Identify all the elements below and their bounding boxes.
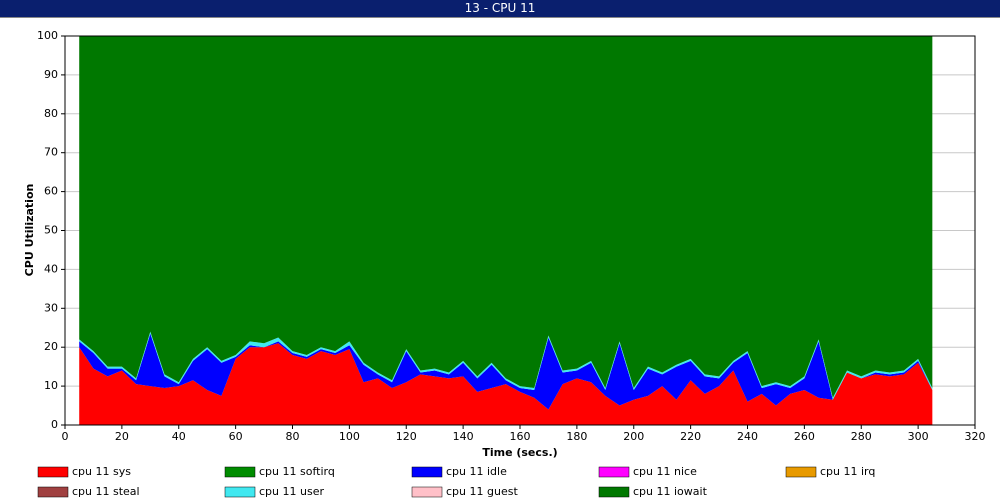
y-tick-label: 40 bbox=[44, 262, 58, 275]
x-tick-label: 140 bbox=[453, 430, 474, 443]
legend-label: cpu 11 irq bbox=[820, 465, 875, 478]
title-bar: 13 - CPU 11 bbox=[0, 0, 1000, 18]
x-tick-label: 260 bbox=[794, 430, 815, 443]
x-tick-label: 100 bbox=[339, 430, 360, 443]
y-tick-label: 100 bbox=[37, 29, 58, 42]
y-tick-label: 60 bbox=[44, 185, 58, 198]
legend-label: cpu 11 sys bbox=[72, 465, 131, 478]
legend-label: cpu 11 idle bbox=[446, 465, 507, 478]
y-tick-label: 30 bbox=[44, 301, 58, 314]
legend-swatch bbox=[598, 466, 630, 478]
legend-swatch bbox=[598, 486, 630, 498]
legend-label: cpu 11 iowait bbox=[633, 485, 708, 498]
legend-swatch bbox=[37, 486, 69, 498]
y-tick-label: 10 bbox=[44, 379, 58, 392]
y-tick-label: 0 bbox=[51, 418, 58, 431]
legend-label: cpu 11 steal bbox=[72, 485, 140, 498]
y-tick-label: 80 bbox=[44, 107, 58, 120]
x-tick-label: 320 bbox=[965, 430, 986, 443]
legend-label: cpu 11 user bbox=[259, 485, 324, 498]
x-tick-label: 60 bbox=[229, 430, 243, 443]
x-tick-label: 180 bbox=[566, 430, 587, 443]
x-tick-label: 220 bbox=[680, 430, 701, 443]
y-tick-label: 20 bbox=[44, 340, 58, 353]
x-tick-label: 20 bbox=[115, 430, 129, 443]
x-tick-label: 240 bbox=[737, 430, 758, 443]
x-tick-label: 280 bbox=[851, 430, 872, 443]
legend-swatch bbox=[224, 486, 256, 498]
x-tick-label: 300 bbox=[908, 430, 929, 443]
legend-swatch bbox=[37, 466, 69, 478]
legend-swatch bbox=[411, 466, 443, 478]
y-tick-label: 70 bbox=[44, 146, 58, 159]
legend-swatch bbox=[411, 486, 443, 498]
legend-label: cpu 11 nice bbox=[633, 465, 697, 478]
x-axis-label: Time (secs.) bbox=[482, 446, 557, 459]
x-tick-label: 0 bbox=[62, 430, 69, 443]
legend-label: cpu 11 guest bbox=[446, 485, 518, 498]
x-tick-label: 40 bbox=[172, 430, 186, 443]
legend-label: cpu 11 softirq bbox=[259, 465, 335, 478]
legend-swatch bbox=[785, 466, 817, 478]
y-tick-label: 90 bbox=[44, 68, 58, 81]
x-tick-label: 160 bbox=[510, 430, 531, 443]
y-tick-label: 50 bbox=[44, 224, 58, 237]
legend-swatch bbox=[224, 466, 256, 478]
plot-border bbox=[64, 35, 976, 426]
y-axis-label: CPU Utilization bbox=[23, 184, 36, 277]
area bbox=[79, 36, 933, 398]
x-tick-label: 200 bbox=[623, 430, 644, 443]
x-tick-label: 80 bbox=[286, 430, 300, 443]
x-tick-label: 120 bbox=[396, 430, 417, 443]
